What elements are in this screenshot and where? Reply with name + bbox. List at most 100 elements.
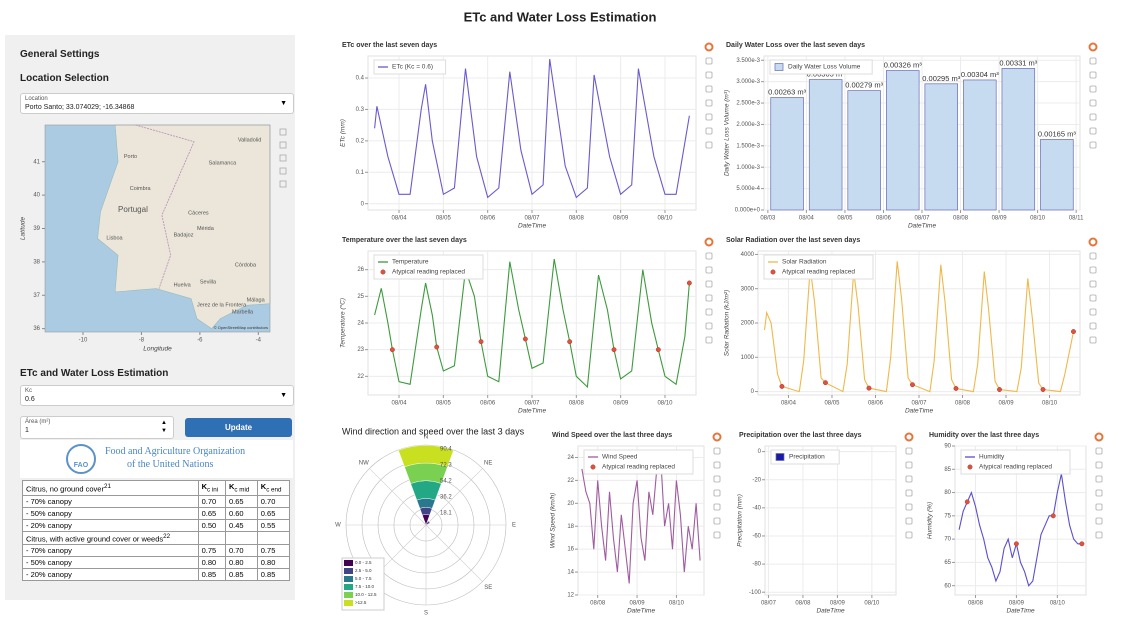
y-tick-label: 37 — [33, 293, 40, 299]
toolbar-button[interactable] — [1096, 518, 1102, 524]
toolbar-button[interactable] — [706, 72, 712, 78]
toolbar-button[interactable] — [906, 448, 912, 454]
x-tick-label: -4 — [256, 338, 262, 344]
table-cell: - 20% canopy — [23, 519, 199, 531]
cell-ref: 21 — [104, 483, 111, 490]
stepper[interactable]: ▲▼ — [161, 419, 167, 435]
place-label: Sevilla — [200, 279, 217, 285]
y-tick-label: 38 — [33, 259, 40, 265]
toolbar-button[interactable] — [1096, 462, 1102, 468]
toolbar-button[interactable] — [706, 253, 712, 259]
x-tick-label: 08/08 — [569, 216, 585, 222]
kc-select[interactable]: Kc 0.6 ▼ — [20, 385, 294, 406]
field-value: Porto Santo; 33.074029; -16.34868 — [25, 104, 134, 111]
toolbar-button[interactable] — [906, 504, 912, 510]
map-tool[interactable] — [280, 155, 286, 161]
bar — [963, 80, 996, 210]
toolbar-button[interactable] — [706, 281, 712, 287]
toolbar-button[interactable] — [714, 448, 720, 454]
toolbar-button[interactable] — [1090, 295, 1096, 301]
toolbar-button[interactable] — [1090, 337, 1096, 343]
table-cell: 0.80 — [225, 557, 257, 569]
toolbar-button[interactable] — [1090, 58, 1096, 64]
toolbar-button[interactable] — [1090, 281, 1096, 287]
toolbar-button[interactable] — [906, 532, 912, 538]
update-button[interactable]: Update — [185, 418, 292, 437]
toolbar-button[interactable] — [706, 58, 712, 64]
toolbar-button[interactable] — [706, 323, 712, 329]
chart-title: Solar Radiation over the last seven days — [726, 237, 860, 244]
bar-value-label: 0.00331 m³ — [999, 58, 1037, 67]
table-row: - 20% canopy0.500.450.55 — [23, 519, 290, 531]
toolbar-button[interactable] — [1090, 323, 1096, 329]
toolbar-button[interactable] — [1090, 142, 1096, 148]
toolbar-logo — [906, 434, 913, 441]
toolbar-button[interactable] — [706, 100, 712, 106]
toolbar-button[interactable] — [706, 309, 712, 315]
toolbar-button[interactable] — [706, 295, 712, 301]
rose-segment — [411, 481, 442, 500]
toolbar-button[interactable] — [706, 128, 712, 134]
y-tick-label: 20 — [567, 501, 574, 507]
x-tick-label: 08/10 — [1030, 216, 1046, 222]
toolbar-button[interactable] — [706, 142, 712, 148]
y-tick-label: 75 — [944, 513, 951, 519]
legend-label: 5.0 - 7.5 — [355, 576, 372, 581]
location-select[interactable]: Location Porto Santo; 33.074029; -16.348… — [20, 93, 294, 114]
x-tick-label: 08/07 — [914, 216, 930, 222]
x-tick-label: 08/09 — [999, 401, 1015, 407]
cell-text: Citrus, no ground cover — [26, 484, 104, 493]
y-tick-label: 41 — [33, 159, 40, 165]
toolbar-button[interactable] — [1096, 490, 1102, 496]
toolbar-button[interactable] — [906, 518, 912, 524]
toolbar-button[interactable] — [1090, 86, 1096, 92]
dropdown-arrow: ▼ — [280, 100, 287, 107]
x-axis-label: DateTime — [905, 408, 934, 415]
toolbar-button[interactable] — [1096, 448, 1102, 454]
legend-glyph — [591, 465, 595, 469]
toolbar-button[interactable] — [714, 476, 720, 482]
y-tick-label: 39 — [33, 226, 40, 232]
bar — [848, 91, 881, 210]
table-cell: Kc ini — [198, 481, 225, 496]
toolbar-button[interactable] — [1090, 309, 1096, 315]
atypical-point — [612, 347, 616, 351]
toolbar-button[interactable] — [714, 462, 720, 468]
map[interactable]: PortoCoimbraPortugalLisboaCáceresBadajoz… — [15, 117, 293, 367]
toolbar-button[interactable] — [714, 532, 720, 538]
area-input[interactable]: Área (m²) 1 ▲▼ — [20, 416, 174, 439]
toolbar-button[interactable] — [906, 476, 912, 482]
toolbar-button[interactable] — [1090, 72, 1096, 78]
map-tool[interactable] — [280, 129, 286, 135]
y-tick-label: 2.500e-3 — [736, 101, 760, 107]
x-tick-label: 08/06 — [868, 401, 884, 407]
legend-label: Atypical reading replaced — [602, 464, 675, 471]
toolbar-button[interactable] — [906, 462, 912, 468]
direction-label: NW — [359, 460, 369, 466]
table: Citrus, no ground cover21Kc iniKc midKc … — [22, 480, 290, 581]
table-cell: 0.70 — [257, 495, 289, 507]
toolbar-button[interactable] — [706, 114, 712, 120]
toolbar-button[interactable] — [906, 490, 912, 496]
y-axis-label: Humidity (%) — [927, 502, 934, 539]
map-tool[interactable] — [280, 168, 286, 174]
cell-sub: c end — [266, 487, 281, 494]
toolbar-button[interactable] — [706, 267, 712, 273]
toolbar-button[interactable] — [1090, 100, 1096, 106]
toolbar-button[interactable] — [1090, 114, 1096, 120]
toolbar-button[interactable] — [706, 337, 712, 343]
toolbar-button[interactable] — [1096, 532, 1102, 538]
y-tick-label: 0 — [751, 389, 755, 395]
toolbar-button[interactable] — [1090, 128, 1096, 134]
toolbar-button[interactable] — [714, 518, 720, 524]
toolbar-button[interactable] — [1096, 504, 1102, 510]
map-tool[interactable] — [280, 181, 286, 187]
toolbar-button[interactable] — [1090, 267, 1096, 273]
toolbar-button[interactable] — [714, 504, 720, 510]
toolbar-button[interactable] — [714, 490, 720, 496]
toolbar-button[interactable] — [1090, 253, 1096, 259]
toolbar-button[interactable] — [1096, 476, 1102, 482]
legend-glyph — [344, 584, 353, 590]
toolbar-button[interactable] — [706, 86, 712, 92]
map-tool[interactable] — [280, 142, 286, 148]
